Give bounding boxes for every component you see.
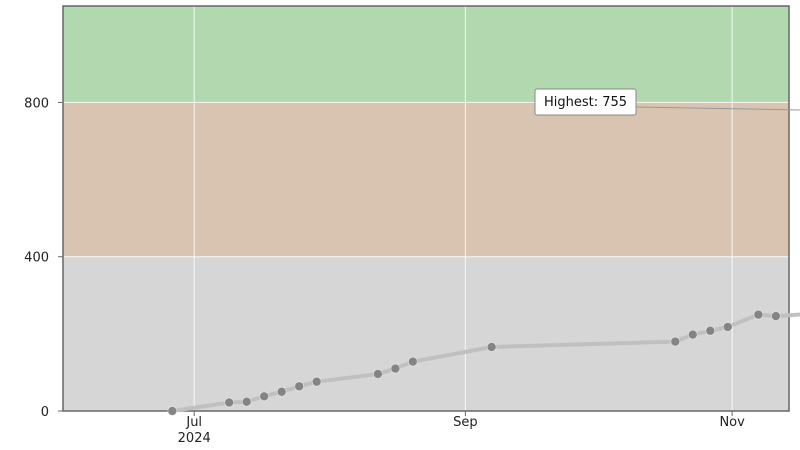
y-axis: 0 400 800	[24, 96, 63, 420]
tooltip-box	[534, 88, 637, 116]
background-bands	[63, 6, 789, 411]
series-line-0	[170, 312, 800, 413]
data-point-0-1	[224, 397, 235, 408]
data-point-0-4	[276, 386, 287, 397]
data-point-0-0	[167, 406, 178, 416]
series-lines	[170, 312, 800, 413]
tooltip-connector	[631, 106, 800, 111]
data-point-0-16	[770, 311, 781, 322]
x-tick-label-2: Nov	[719, 415, 745, 430]
highest-tooltip: Highest: 755	[534, 88, 800, 116]
x-tick-label-0: Jul	[185, 415, 202, 430]
data-point-0-11	[670, 336, 681, 347]
data-point-0-8	[390, 363, 401, 374]
data-point-0-6	[311, 376, 322, 387]
data-point-0-14	[722, 322, 733, 332]
tooltip-label: Highest: 755	[544, 95, 627, 110]
data-point-0-13	[705, 325, 716, 336]
plot-frame	[62, 5, 790, 412]
data-point-0-9	[407, 356, 418, 367]
band-2	[63, 6, 789, 103]
data-point-0-7	[372, 369, 383, 379]
y-tick-label-0: 0	[41, 405, 49, 420]
x-axis: Jul2024SepNovJan2025MarMayJulSepNov	[178, 411, 745, 446]
data-point-0-12	[687, 329, 698, 340]
data-point-0-3	[259, 391, 270, 402]
x-tick-sublabel-0: 2024	[178, 431, 211, 446]
y-tick-label-2: 800	[24, 96, 49, 111]
x-tick-label-1: Sep	[453, 415, 478, 430]
data-point-0-2	[241, 396, 252, 407]
band-1	[63, 102, 789, 257]
data-point-0-10	[486, 342, 497, 352]
band-0	[63, 256, 789, 411]
data-point-0-5	[294, 381, 305, 392]
data-points	[167, 309, 781, 416]
y-tick-label-1: 400	[24, 251, 49, 266]
data-point-0-15	[753, 309, 764, 320]
